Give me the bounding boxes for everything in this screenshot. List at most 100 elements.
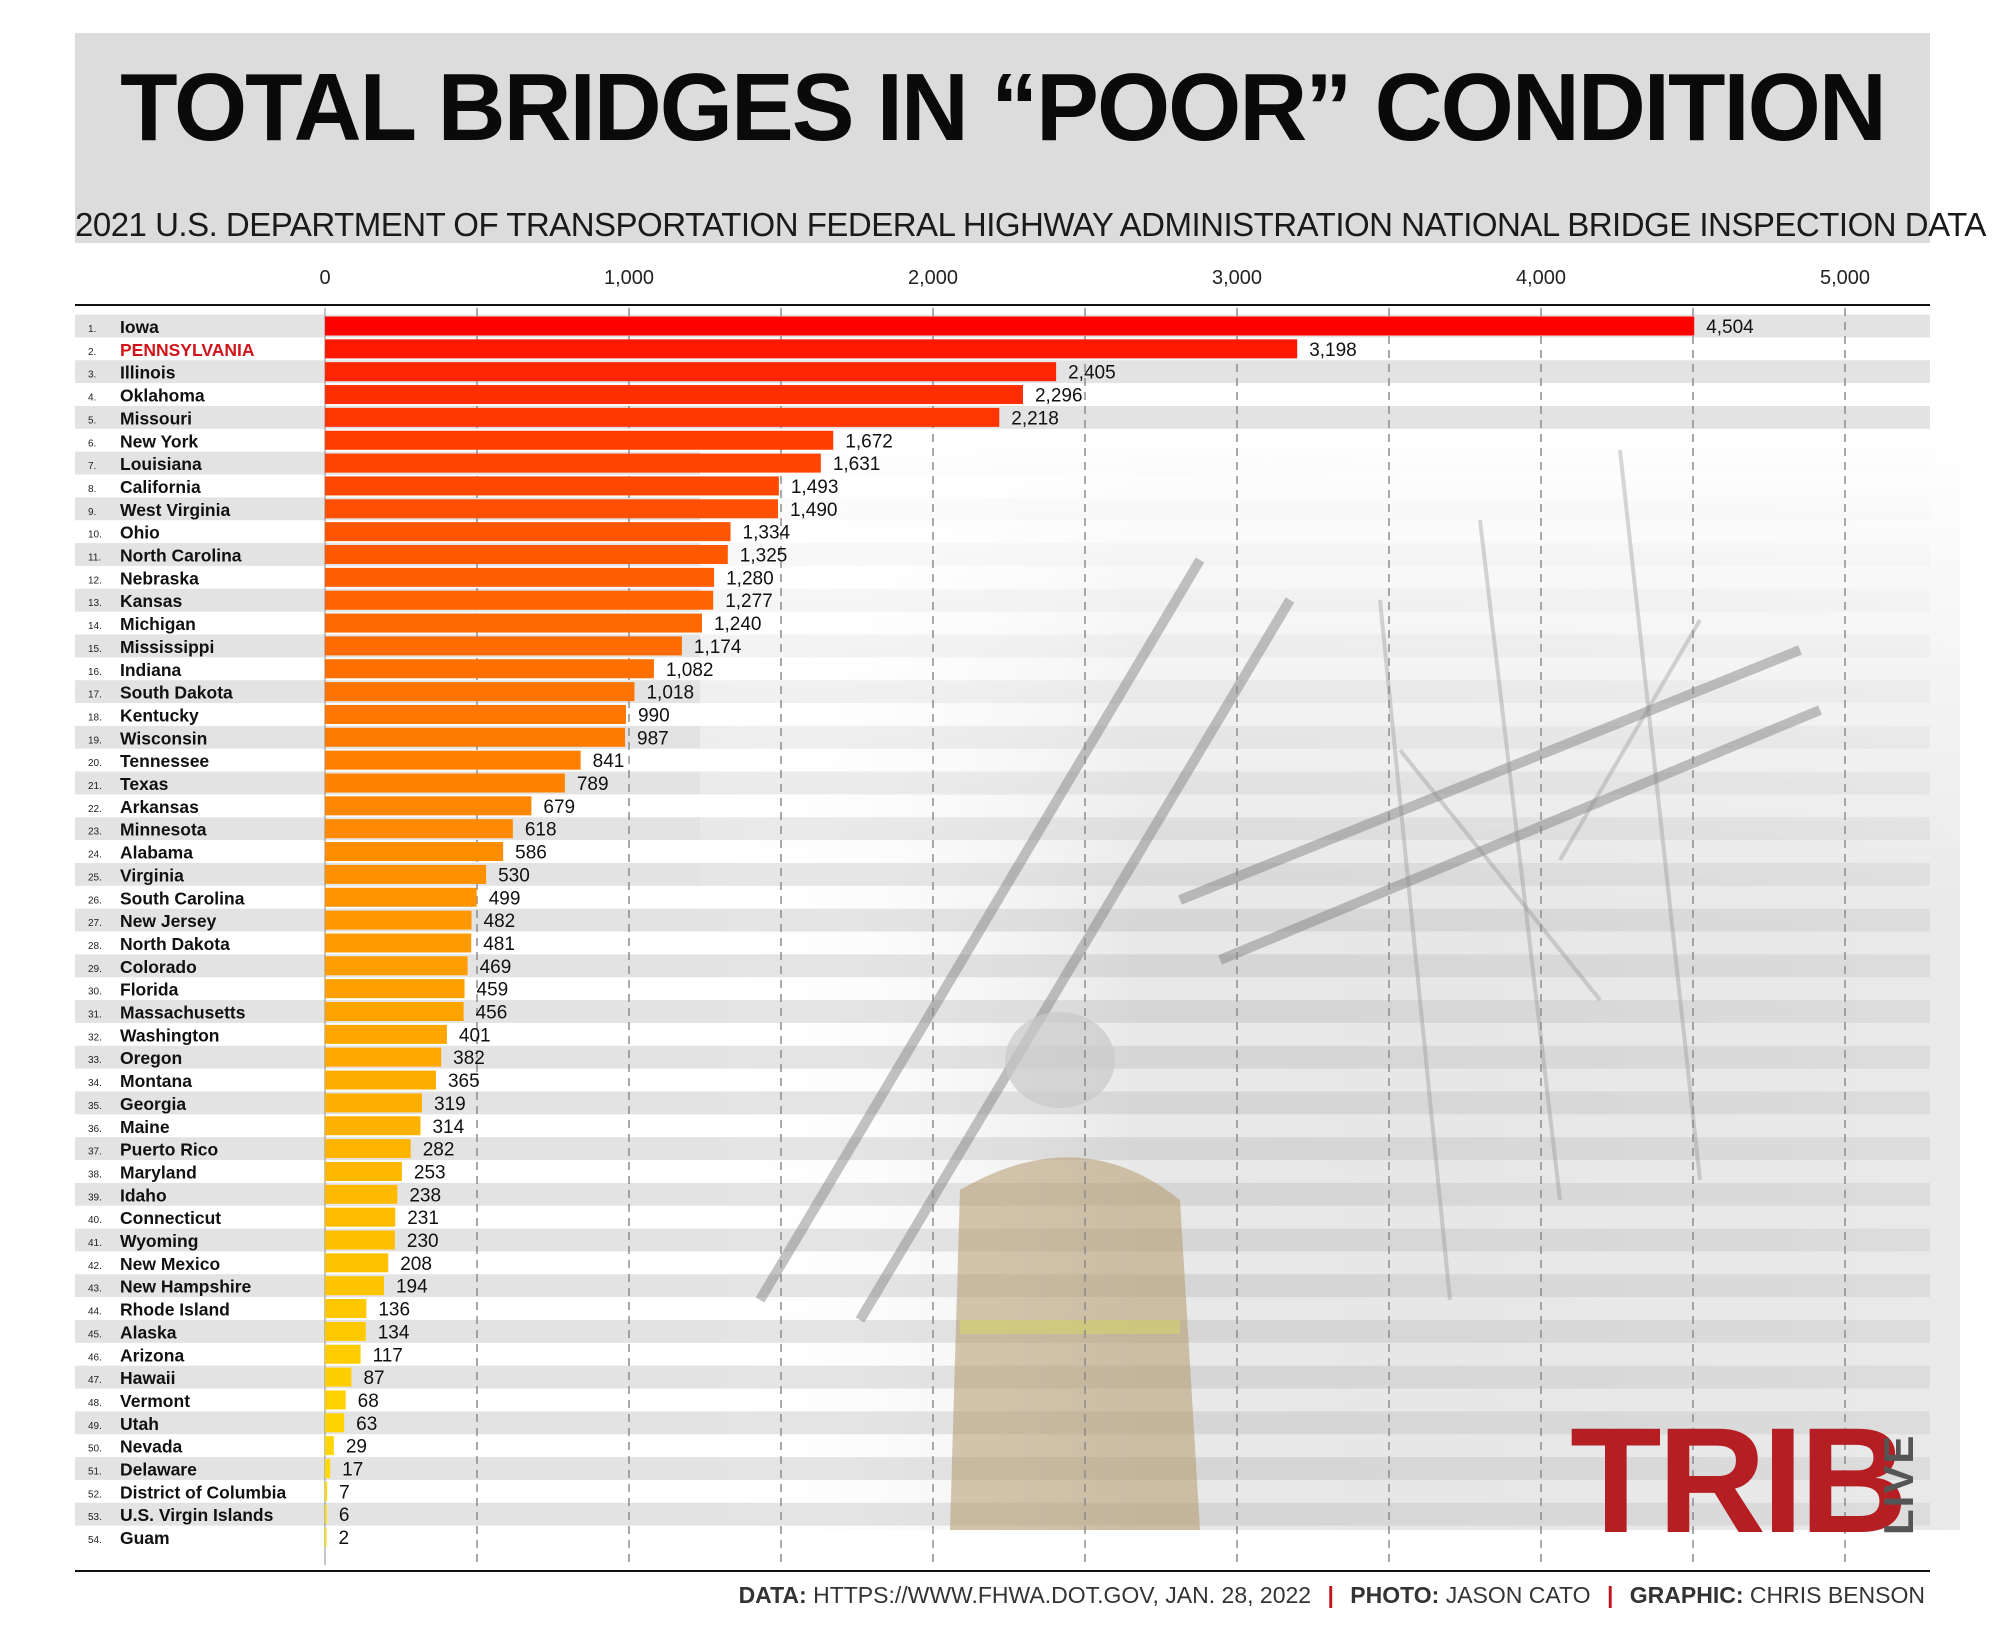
page-title: TOTAL BRIDGES IN “POOR” CONDITION: [120, 54, 1887, 161]
category-label: Maine: [120, 1117, 170, 1137]
value-label: 6: [339, 1505, 350, 1526]
bar-colorado: [325, 956, 468, 976]
value-label: 1,490: [790, 500, 838, 521]
rank-label: 8.: [88, 484, 96, 495]
rank-label: 32.: [88, 1032, 102, 1043]
bar-tennessee: [325, 750, 581, 770]
bar-ohio: [325, 522, 731, 542]
credit-separator: |: [1606, 1582, 1614, 1608]
category-label: Oklahoma: [120, 386, 205, 406]
photo-credit-label: PHOTO:: [1350, 1582, 1440, 1608]
value-label: 382: [453, 1048, 485, 1069]
bar-massachusetts: [325, 1002, 464, 1021]
category-label: Kentucky: [120, 705, 199, 725]
rank-label: 47.: [88, 1375, 102, 1386]
bar-kentucky: [325, 704, 626, 724]
value-label: 319: [434, 1094, 466, 1115]
bar-south-carolina: [325, 887, 477, 907]
rank-label: 27.: [88, 918, 102, 929]
rank-label: 24.: [88, 850, 102, 861]
value-label: 1,631: [833, 454, 881, 475]
rank-label: 11.: [88, 553, 101, 564]
bar-hawaii: [325, 1367, 352, 1387]
value-label: 456: [476, 1003, 508, 1024]
category-label: Ohio: [120, 523, 160, 543]
category-labels: 1. Iowa 2. PENNSYLVANIA 3. Illinois 4. Oklahoma…: [88, 317, 287, 1548]
rank-label: 7.: [88, 461, 96, 472]
value-label: 2,296: [1035, 386, 1083, 407]
category-label: Hawaii: [120, 1368, 175, 1388]
category-label: New Mexico: [120, 1254, 220, 1274]
category-label: North Dakota: [120, 934, 230, 954]
value-label: 1,334: [743, 523, 791, 544]
rank-label: 17.: [88, 690, 102, 701]
rank-label: 36.: [88, 1124, 102, 1135]
footer-rule: [75, 1570, 1930, 1572]
bar-texas: [325, 773, 565, 793]
category-label: Idaho: [120, 1185, 167, 1205]
category-label: Tennessee: [120, 751, 209, 771]
bar-arizona: [325, 1344, 361, 1364]
category-label: Missouri: [120, 408, 192, 428]
bar-california: [325, 476, 779, 496]
category-label: Illinois: [120, 363, 176, 383]
bar-maryland: [325, 1161, 402, 1181]
bar-oklahoma: [325, 385, 1023, 405]
rank-label: 25.: [88, 872, 102, 883]
bar-indiana: [325, 659, 654, 679]
value-label: 4,504: [1706, 317, 1754, 338]
rank-label: 52.: [88, 1489, 102, 1500]
bar-north-carolina: [325, 545, 728, 564]
x-tick-label: 4,000: [1516, 267, 1566, 289]
value-label: 2: [339, 1528, 350, 1549]
value-label: 1,240: [714, 614, 762, 635]
rank-label: 6.: [88, 438, 96, 449]
bar-mississippi: [325, 636, 682, 656]
photo-credit-value: JASON CATO: [1445, 1582, 1591, 1608]
value-label: 618: [525, 820, 557, 841]
credit-separator: |: [1327, 1582, 1334, 1608]
category-label: Nevada: [120, 1437, 183, 1457]
value-label: 469: [480, 957, 512, 978]
helmet-icon: [1005, 1012, 1115, 1108]
value-label: 987: [637, 728, 669, 749]
rank-label: 37.: [88, 1147, 102, 1158]
category-label: Connecticut: [120, 1208, 221, 1228]
bar-virginia: [325, 864, 487, 884]
rank-label: 42.: [88, 1261, 102, 1272]
value-label: 459: [477, 980, 509, 1001]
x-tick-label: 0: [319, 267, 330, 289]
value-label: 586: [515, 843, 547, 864]
value-label: 1,277: [725, 591, 773, 612]
value-label: 253: [414, 1162, 446, 1183]
value-label: 29: [346, 1437, 367, 1458]
rank-label: 26.: [88, 895, 102, 906]
category-label: New Jersey: [120, 911, 217, 931]
bar-new-york: [325, 430, 834, 450]
bar-missouri: [325, 407, 1000, 427]
value-label: 841: [593, 751, 625, 772]
value-label: 238: [409, 1185, 441, 1206]
category-label: Kansas: [120, 591, 183, 611]
category-label: Massachusetts: [120, 1003, 246, 1023]
rank-label: 9.: [88, 507, 96, 518]
rank-label: 49.: [88, 1421, 102, 1432]
category-label: Montana: [120, 1071, 192, 1091]
value-label: 481: [483, 934, 515, 955]
bar-nebraska: [325, 567, 715, 587]
rank-label: 46.: [88, 1352, 102, 1363]
rank-label: 29.: [88, 964, 102, 975]
rank-label: 40.: [88, 1215, 102, 1226]
rank-label: 18.: [88, 712, 102, 723]
bar-maine: [325, 1116, 421, 1136]
rank-label: 23.: [88, 827, 102, 838]
category-label: Nebraska: [120, 568, 199, 588]
bar-arkansas: [325, 796, 532, 816]
bar-alabama: [325, 842, 504, 862]
data-credit-label: DATA:: [738, 1582, 807, 1608]
category-label: Arizona: [120, 1345, 184, 1365]
rank-label: 31.: [88, 1010, 102, 1021]
rank-label: 44.: [88, 1307, 102, 1318]
category-label: Oregon: [120, 1048, 182, 1068]
